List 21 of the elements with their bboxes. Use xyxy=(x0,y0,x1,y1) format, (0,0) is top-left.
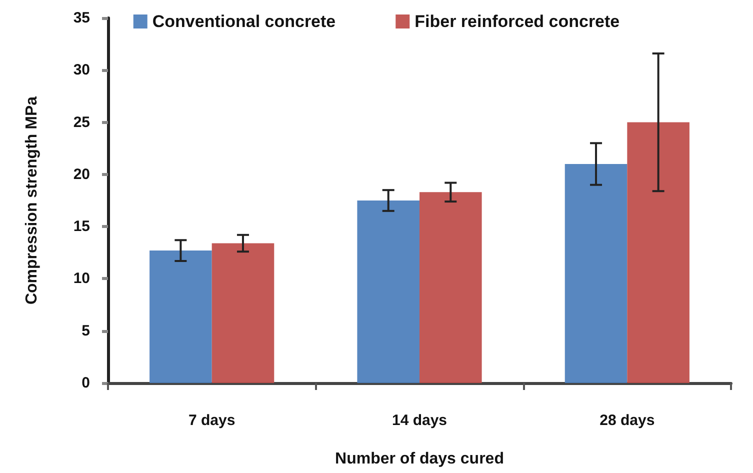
legend-label: Fiber reinforced concrete xyxy=(414,12,620,31)
bar xyxy=(564,164,628,383)
x-axis-title: Number of days cured xyxy=(335,450,504,468)
y-tick-label: 0 xyxy=(82,374,90,392)
y-tick-label: 10 xyxy=(73,270,90,288)
y-axis-title: Compression strength MPa xyxy=(24,96,40,305)
x-tick-label: 7 days xyxy=(188,412,236,429)
legend-label: Conventional concrete xyxy=(152,12,336,31)
y-tick-label: 5 xyxy=(82,322,90,340)
bar xyxy=(420,192,482,383)
bar xyxy=(357,200,420,383)
bar xyxy=(150,250,212,383)
y-tick-label: 25 xyxy=(73,114,90,131)
y-tick-label: 20 xyxy=(73,166,90,183)
x-tick-label: 28 days xyxy=(600,412,655,429)
bar xyxy=(627,122,690,383)
y-tick-label: 30 xyxy=(73,62,90,79)
x-tick-label: 14 days xyxy=(392,412,448,429)
bar xyxy=(212,243,274,383)
y-tick-label: 15 xyxy=(73,218,90,236)
y-tick-label: 35 xyxy=(73,10,90,26)
